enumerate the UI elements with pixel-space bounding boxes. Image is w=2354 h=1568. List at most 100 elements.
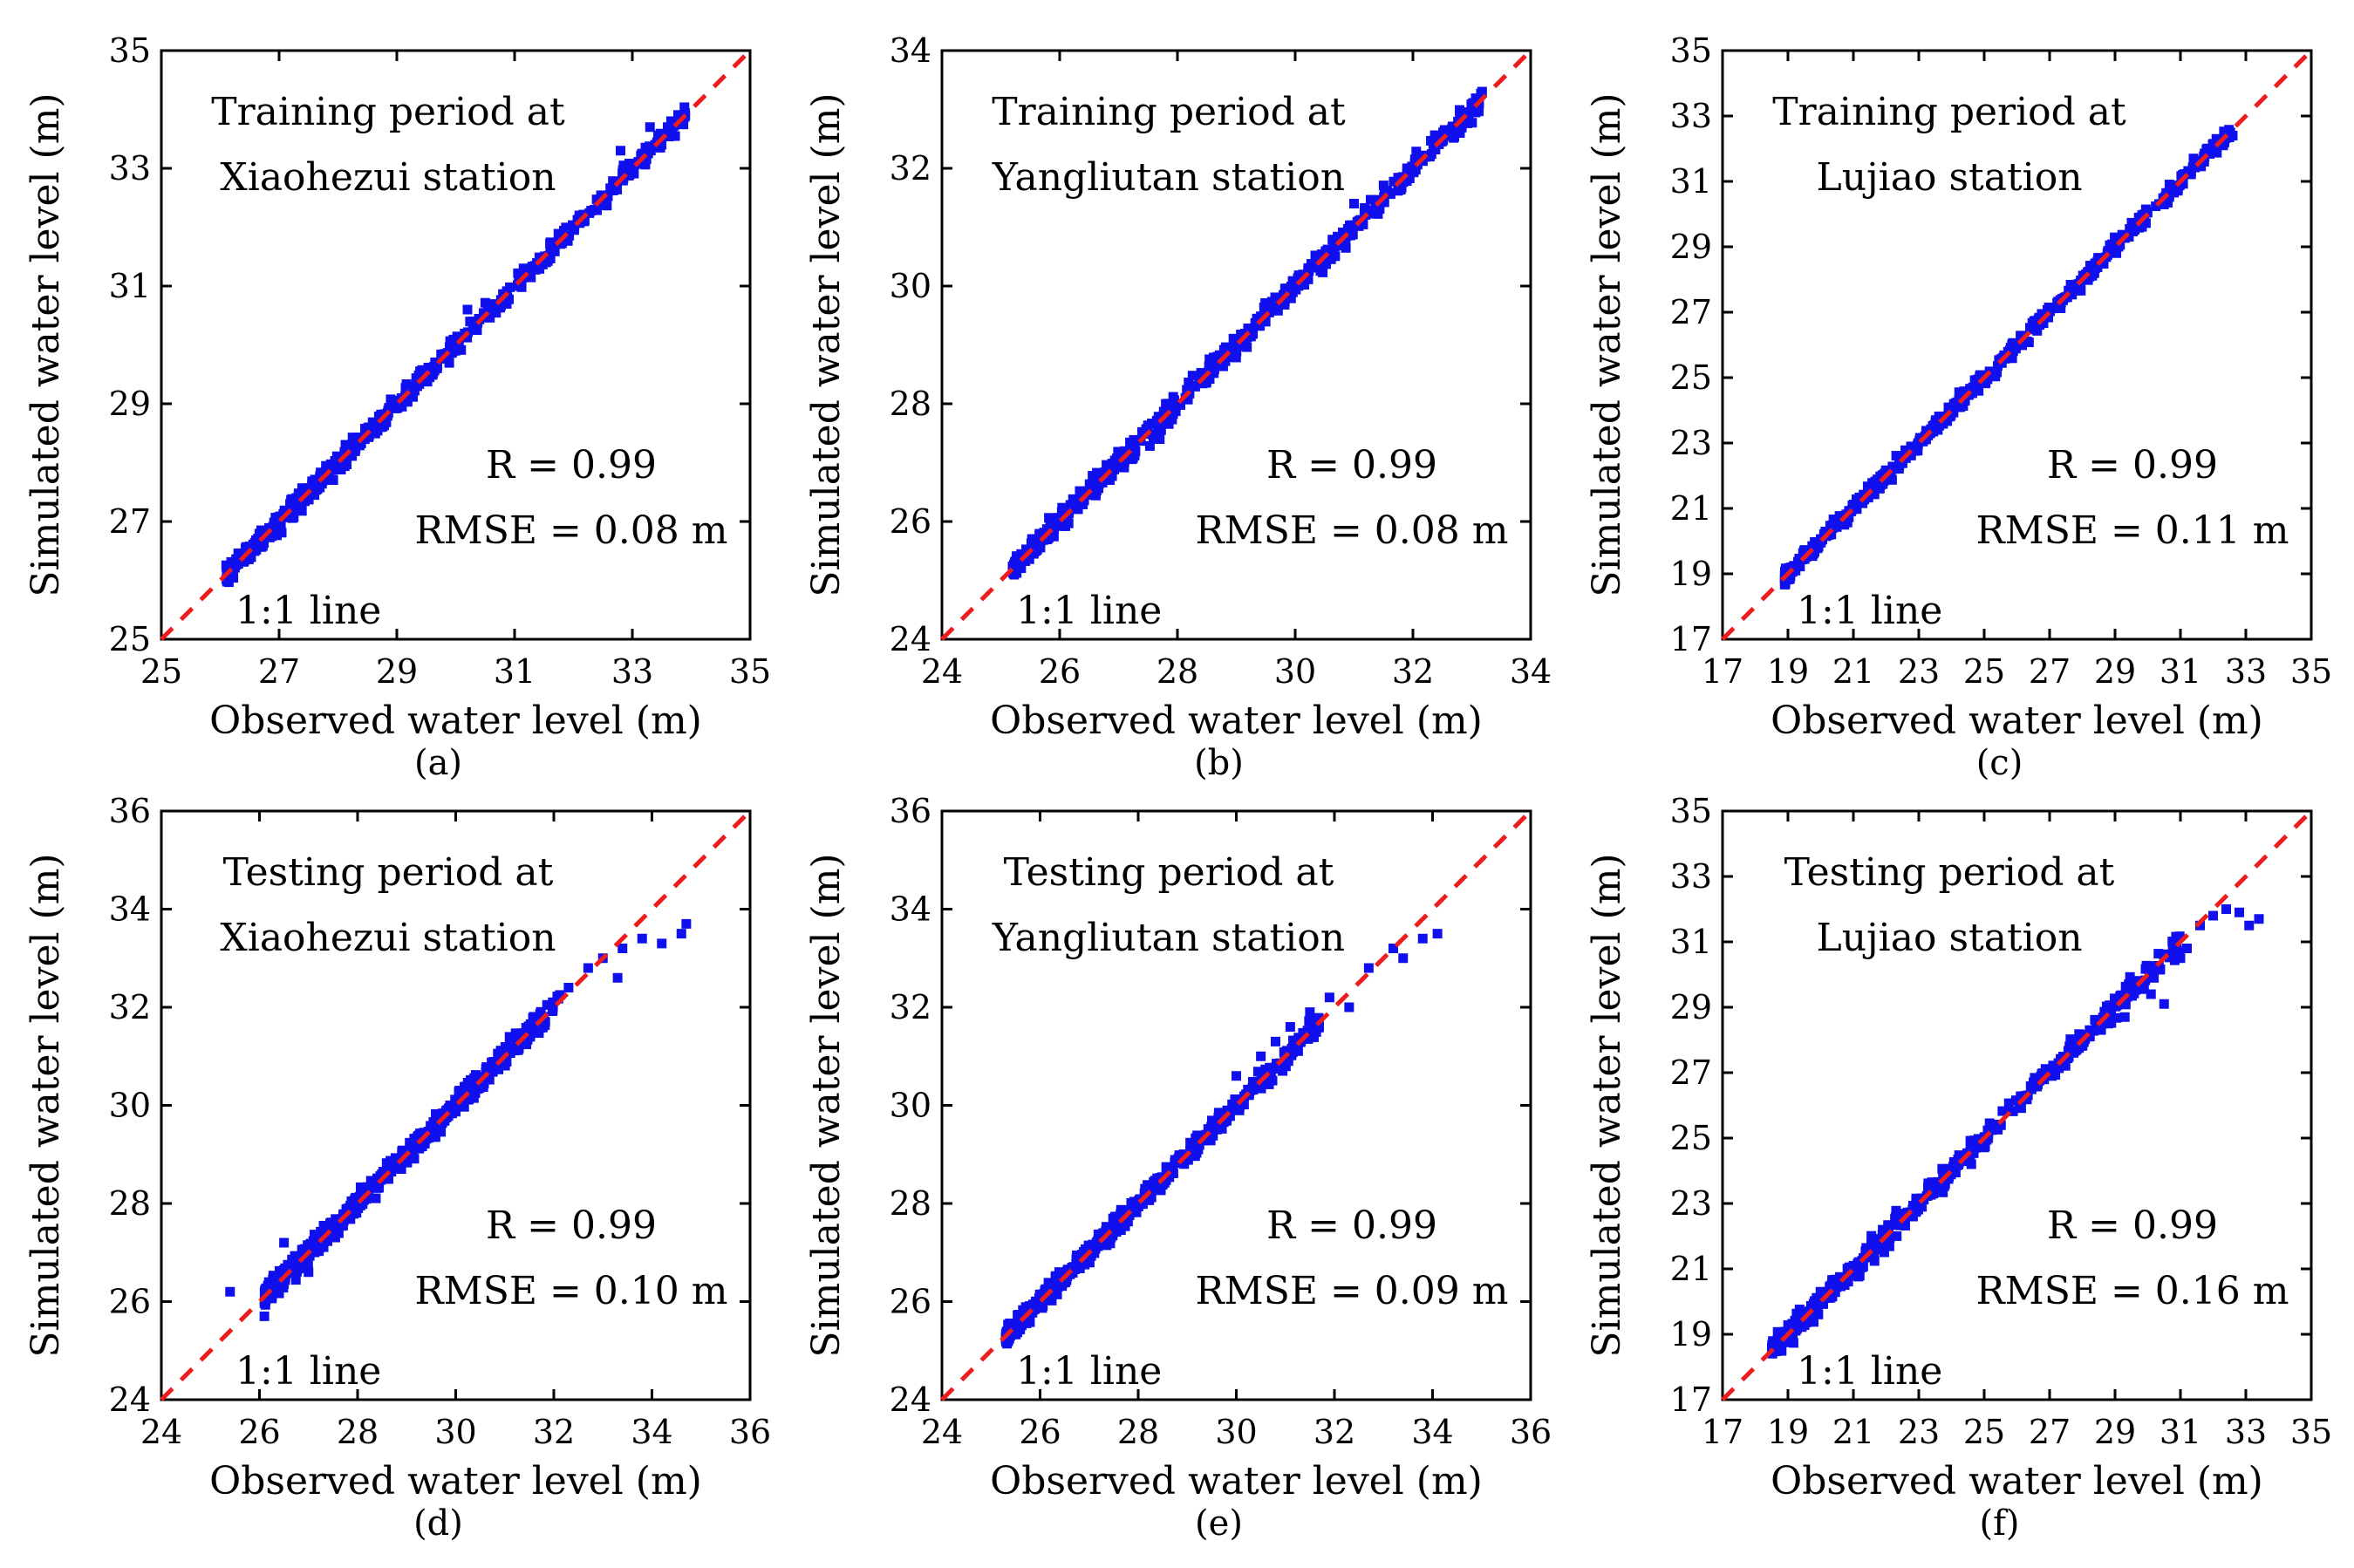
x-tick-label: 24 xyxy=(921,1413,963,1451)
data-point xyxy=(1772,1326,1783,1337)
data-point xyxy=(502,1056,512,1067)
data-point xyxy=(2219,126,2229,137)
data-point xyxy=(679,102,690,112)
data-point xyxy=(1824,1292,1834,1303)
data-point xyxy=(1032,544,1042,555)
y-tick-label: 31 xyxy=(1670,923,1712,961)
data-point xyxy=(2090,1014,2100,1025)
data-point xyxy=(350,1194,360,1204)
data-point xyxy=(397,401,407,412)
data-point xyxy=(430,1132,440,1142)
data-point xyxy=(1900,445,1911,455)
data-point xyxy=(522,1023,532,1033)
data-point xyxy=(2104,1019,2113,1029)
y-tick-label: 33 xyxy=(1670,857,1712,896)
data-point xyxy=(2099,1006,2110,1017)
data-point xyxy=(1020,1307,1031,1318)
data-point xyxy=(374,1183,385,1193)
x-tick-label: 19 xyxy=(1767,1413,1809,1451)
data-point xyxy=(229,562,240,572)
data-point xyxy=(1938,1180,1948,1190)
data-point xyxy=(1811,1306,1821,1316)
data-point xyxy=(306,1238,317,1249)
data-point xyxy=(1256,1083,1266,1094)
data-point xyxy=(1204,361,1214,372)
data-point xyxy=(2007,353,2017,364)
data-point xyxy=(459,1101,469,1112)
data-point xyxy=(1155,434,1165,444)
rmse-value: RMSE = 0.10 m xyxy=(415,1269,728,1313)
data-point xyxy=(534,1026,544,1037)
data-point xyxy=(396,1164,406,1175)
data-point xyxy=(1007,1319,1018,1330)
x-tick-label: 23 xyxy=(1898,1413,1940,1451)
data-point xyxy=(2125,971,2135,982)
data-point xyxy=(2218,140,2228,151)
data-point xyxy=(327,1230,338,1240)
data-point xyxy=(462,304,473,315)
data-point xyxy=(310,1230,320,1240)
data-point xyxy=(2155,964,2166,974)
data-point xyxy=(1119,462,1129,473)
rmse-value: RMSE = 0.08 m xyxy=(415,508,728,553)
data-point xyxy=(248,544,258,555)
data-point xyxy=(257,536,268,547)
plot-frame xyxy=(160,49,752,641)
x-tick-label: 24 xyxy=(921,652,963,691)
data-point xyxy=(1324,246,1334,256)
data-point xyxy=(1264,1079,1274,1089)
x-tick-label: 17 xyxy=(1702,1413,1743,1451)
data-point xyxy=(1826,529,1837,540)
data-point xyxy=(1094,483,1104,494)
rmse-value: RMSE = 0.11 m xyxy=(1976,508,2289,553)
data-point xyxy=(2190,162,2200,173)
data-point xyxy=(2116,990,2126,1000)
data-point xyxy=(1834,511,1845,522)
data-point xyxy=(347,440,358,450)
data-point xyxy=(386,1167,397,1177)
data-point xyxy=(570,222,580,232)
data-point xyxy=(1887,474,1897,485)
data-point xyxy=(1373,208,1383,219)
data-point xyxy=(2016,1103,2026,1114)
x-tick-label: 17 xyxy=(1702,652,1743,691)
data-point xyxy=(1260,298,1271,309)
data-point xyxy=(1260,303,1271,314)
x-axis-label: Observed water level (m) xyxy=(990,699,1483,743)
data-point xyxy=(1105,1238,1116,1249)
x-tick-label: 19 xyxy=(1767,652,1809,691)
data-point xyxy=(389,1160,399,1170)
data-point xyxy=(670,131,680,141)
data-point xyxy=(2188,153,2199,164)
data-point xyxy=(1851,501,1861,512)
data-point xyxy=(616,146,625,156)
data-point xyxy=(1853,495,1864,506)
x-tick-label: 28 xyxy=(1117,1413,1159,1451)
data-point xyxy=(1152,1173,1163,1183)
data-point xyxy=(1055,520,1066,530)
data-point xyxy=(1293,1033,1304,1043)
data-point xyxy=(1287,276,1298,286)
data-point xyxy=(1079,495,1089,506)
data-point xyxy=(1013,1310,1024,1320)
data-point xyxy=(431,1108,441,1119)
data-point xyxy=(260,1298,270,1308)
data-point xyxy=(1318,267,1328,277)
one-to-one-label: 1:1 line xyxy=(1016,589,1162,633)
data-point xyxy=(1271,1036,1280,1046)
data-point xyxy=(1080,1259,1090,1270)
annotation-line-2: Xiaohezui station xyxy=(220,155,556,200)
data-point xyxy=(1128,443,1138,453)
data-point xyxy=(1953,1160,1963,1170)
data-point xyxy=(1946,410,1956,420)
data-point xyxy=(1069,501,1080,512)
x-tick-label: 32 xyxy=(533,1413,575,1451)
data-point xyxy=(428,362,439,372)
data-point xyxy=(431,1114,441,1124)
x-tick-label: 29 xyxy=(2094,1413,2136,1451)
data-point xyxy=(1455,105,1465,115)
data-point xyxy=(1810,547,1820,557)
data-point xyxy=(1432,929,1443,939)
data-point xyxy=(1869,1256,1880,1266)
data-point xyxy=(1148,433,1158,444)
